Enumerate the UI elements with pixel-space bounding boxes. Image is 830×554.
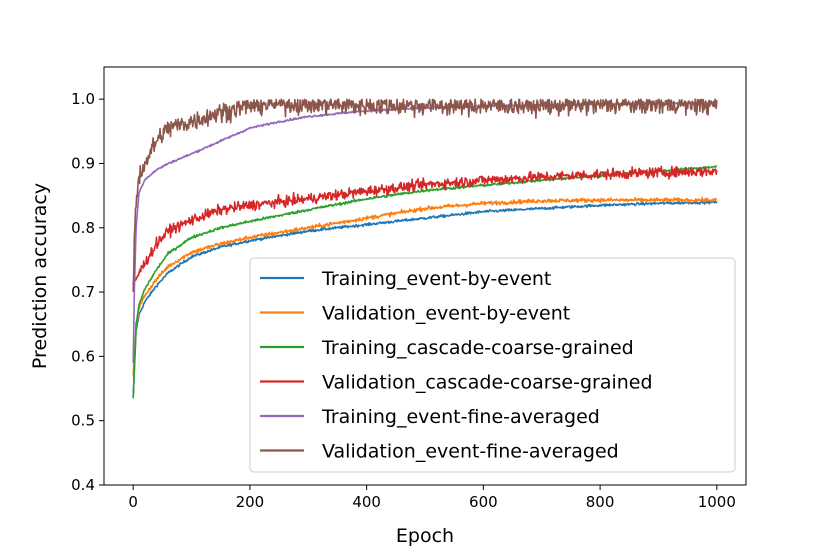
x-tick-label: 800 [586, 493, 615, 511]
legend-label-1: Validation_event-by-event [322, 303, 570, 325]
legend-frame [249, 257, 736, 473]
y-tick-label: 0.8 [71, 219, 95, 237]
y-tick-label: 0.7 [71, 283, 95, 301]
legend: Training_event-by-event Validation_event-… [249, 257, 736, 473]
x-tick-label: 400 [352, 493, 381, 511]
y-tick-label: 0.4 [71, 476, 95, 494]
x-axis-title: Epoch [396, 525, 454, 547]
y-tick-label: 1.0 [71, 90, 95, 108]
series-line-5 [132, 98, 718, 293]
y-tick-label: 0.6 [71, 347, 95, 365]
axes: 0 200 400 600 800 1000 0.4 0.5 0.6 0.7 0.8 0.9 1.0 [71, 90, 736, 511]
legend-label-3: Validation_cascade-coarse-grained [322, 372, 653, 394]
legend-label-5: Validation_event-fine-averaged [322, 441, 619, 463]
series-line-0 [132, 200, 718, 399]
series-line-3 [132, 165, 718, 286]
y-tick-label: 0.9 [71, 154, 95, 172]
series-line-1 [132, 196, 718, 376]
legend-label-4: Training_event-fine-averaged [321, 406, 600, 428]
y-axis-title: Prediction accuracy [29, 183, 51, 369]
legend-label-2: Training_cascade-coarse-grained [321, 337, 634, 359]
y-tick-label: 0.5 [71, 412, 95, 430]
x-tick-label: 200 [236, 493, 265, 511]
x-tick-label: 0 [128, 493, 138, 511]
series-lines [132, 98, 718, 399]
x-tick-label: 1000 [698, 493, 736, 511]
plot-frame [103, 66, 747, 486]
legend-label-0: Training_event-by-event [321, 268, 551, 290]
x-tick-label: 600 [469, 493, 498, 511]
